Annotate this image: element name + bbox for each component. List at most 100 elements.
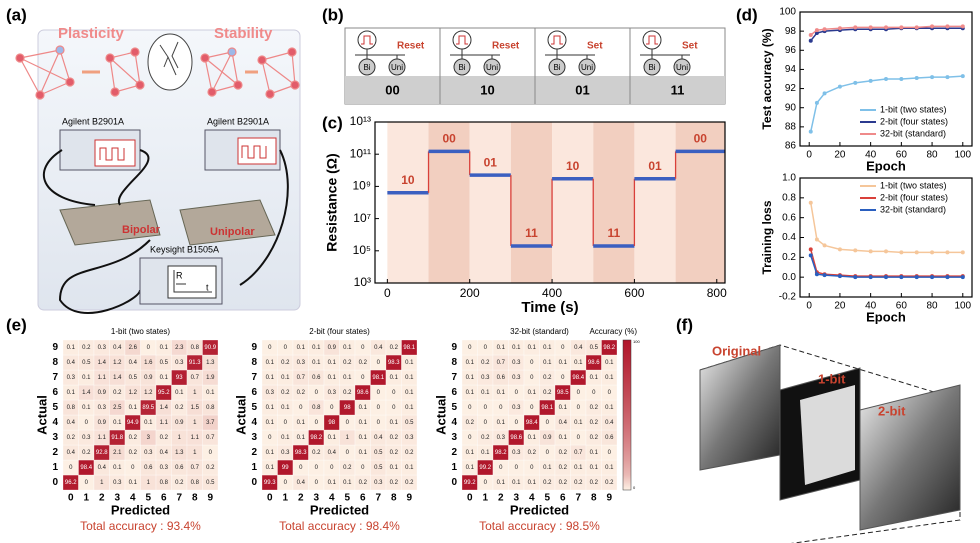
y-tick-label: 3 (451, 432, 457, 443)
cell-label: 0.1 (574, 360, 583, 366)
state-annotation: 00 (442, 132, 456, 146)
cell-label: 0.1 (605, 375, 614, 381)
cell-label: 0.1 (328, 360, 337, 366)
cell-label: 1 (147, 480, 151, 486)
panel-label: (b) (322, 5, 344, 24)
cell-label: 95.2 (158, 390, 170, 396)
cell-label: 0 (361, 375, 365, 381)
cell-label: 0.2 (206, 465, 215, 471)
legend-label: 1-bit (two states) (880, 104, 947, 114)
cell-label: 0.4 (328, 450, 337, 456)
cell-label: 0.1 (574, 465, 583, 471)
cell-label: 0.5 (82, 360, 91, 366)
screen (237, 137, 277, 165)
cell-label: 0.1 (343, 480, 352, 486)
bi-node (548, 58, 566, 76)
x-tick-label: 1 (282, 493, 288, 504)
cell-label: 0 (268, 435, 272, 441)
y-tick-label: 0.4 (782, 232, 796, 243)
y-tick-label: 7 (52, 372, 58, 383)
cell-label: 94.9 (127, 420, 139, 426)
x-axis-label: Time (s) (521, 299, 578, 316)
series-marker (853, 25, 858, 30)
cell-label: 0.1 (160, 345, 169, 351)
cell-label: 0.1 (266, 450, 275, 456)
cell-label: 98.2 (495, 450, 507, 456)
cell-label: 0.3 (175, 360, 184, 366)
cell-label: 0.2 (405, 480, 414, 486)
cell-label: 0.1 (528, 345, 537, 351)
code-label: 01 (575, 82, 589, 97)
y-tick-label: 10¹¹ (350, 146, 371, 160)
cell-label: 0.8 (191, 345, 200, 351)
x-axis-label: Predicted (310, 502, 369, 517)
image-label: 2-bit (878, 403, 906, 418)
cell-label: 0 (577, 435, 581, 441)
cell-label: 0.1 (266, 420, 275, 426)
cell-label: 0.3 (160, 465, 169, 471)
cell-label: 0.2 (590, 480, 599, 486)
bi-label: Bi (648, 63, 655, 72)
state-annotation: 10 (566, 159, 580, 173)
series-marker (814, 28, 819, 33)
y-axis-label: Resistance (Ω) (323, 153, 339, 251)
cell-label: 0 (377, 420, 381, 426)
brain-tree (159, 41, 179, 76)
series-marker (814, 31, 819, 36)
cell-label: 98.4 (572, 375, 584, 381)
plot-frame (799, 11, 973, 147)
cell-label: 0 (515, 420, 519, 426)
cell-label: 0.6 (312, 375, 321, 381)
y-tick-label: 98 (785, 26, 797, 37)
cell-label: 0.2 (175, 480, 184, 486)
x-axis-label: Epoch (866, 158, 906, 173)
panel-label: (a) (6, 5, 27, 24)
cell-label: 0 (561, 375, 565, 381)
cell-label: 1.4 (98, 360, 107, 366)
cell-label: 0.1 (605, 465, 614, 471)
series-marker (960, 74, 965, 79)
cell-label: 0.8 (206, 405, 215, 411)
cell-label: 1 (346, 435, 350, 441)
cell-label: 0.1 (543, 345, 552, 351)
series-marker (837, 84, 842, 89)
series-marker (808, 200, 813, 205)
panel-label: (c) (322, 113, 343, 132)
cat-1bit (800, 385, 855, 485)
cell-label: 0.9 (543, 435, 552, 441)
cell-label: 0.3 (481, 375, 490, 381)
cell-label: 0 (608, 450, 612, 456)
uni-label: Uni (486, 63, 498, 72)
cell-label: 0 (484, 420, 488, 426)
cell-label: 0.1 (497, 420, 506, 426)
x-tick-label: 8 (192, 493, 198, 504)
x-axis-label: Epoch (866, 309, 906, 324)
cell-label: 0.4 (67, 450, 76, 456)
cell-label: 1.9 (206, 375, 215, 381)
series-marker (930, 24, 935, 29)
y-tick-label: 0 (451, 477, 457, 488)
x-tick-label: 80 (927, 150, 939, 161)
cell-label: 0 (577, 405, 581, 411)
cell-label: 0.2 (466, 420, 475, 426)
panel-label: (d) (736, 5, 758, 24)
operation-label: Set (587, 41, 603, 52)
y-tick-label: 10⁵ (353, 243, 371, 257)
cell-label: 0.2 (129, 450, 138, 456)
cell-label: 0.2 (390, 480, 399, 486)
cell-label: 3.7 (206, 420, 215, 426)
cell-label: 0.1 (481, 390, 490, 396)
y-tick-label: 8 (52, 357, 58, 368)
series-marker (808, 253, 813, 258)
x-tick-label: 40 (865, 301, 877, 312)
series-marker (853, 248, 858, 253)
cell-label: 0.1 (390, 465, 399, 471)
cell-label: 0.4 (98, 465, 107, 471)
x-tick-label: 5 (344, 493, 350, 504)
cell-label: 0 (284, 420, 288, 426)
cell-label: 0.1 (512, 345, 521, 351)
cell-label: 0.7 (191, 375, 200, 381)
cell-label: 0.1 (543, 465, 552, 471)
x-tick-label: 9 (207, 493, 213, 504)
